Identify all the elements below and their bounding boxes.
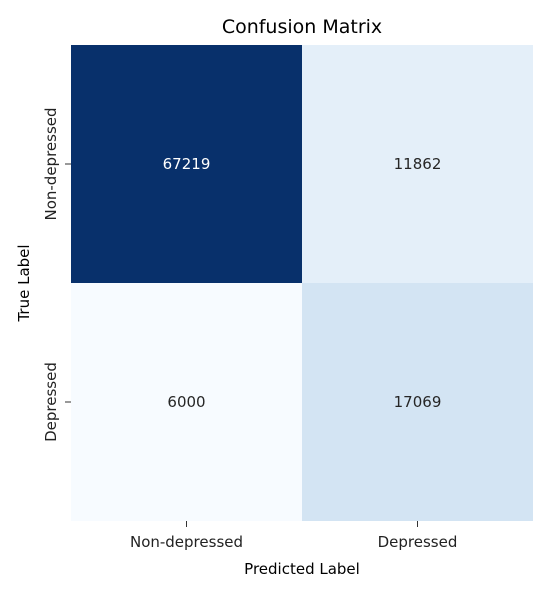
heatmap-cell-r1-c1 bbox=[302, 283, 533, 521]
x-tick-label-0: Non-depressed bbox=[130, 533, 243, 551]
y-tick-label-1: Depressed bbox=[42, 362, 60, 442]
cell-value-r1-c1: 17069 bbox=[394, 393, 442, 411]
heatmap-cells: 67219 11862 6000 17069 bbox=[71, 45, 533, 521]
x-tick-label-1: Depressed bbox=[378, 533, 458, 551]
heatmap-cell-r1-c0 bbox=[71, 283, 302, 521]
cell-value-r0-c1: 11862 bbox=[394, 155, 442, 173]
chart-title: Confusion Matrix bbox=[222, 16, 382, 38]
cell-value-r0-c0: 67219 bbox=[163, 155, 211, 173]
heatmap-cell-r0-c0 bbox=[71, 45, 302, 283]
cell-value-r1-c0: 6000 bbox=[167, 393, 205, 411]
x-axis-label: Predicted Label bbox=[244, 560, 360, 578]
heatmap-cell-r0-c1 bbox=[302, 45, 533, 283]
y-tick-label-0: Non-depressed bbox=[42, 107, 60, 220]
axis-ticks: Non-depressed Depressed Non-depressed Depre… bbox=[42, 107, 457, 551]
y-axis-label: True Label bbox=[15, 244, 33, 322]
